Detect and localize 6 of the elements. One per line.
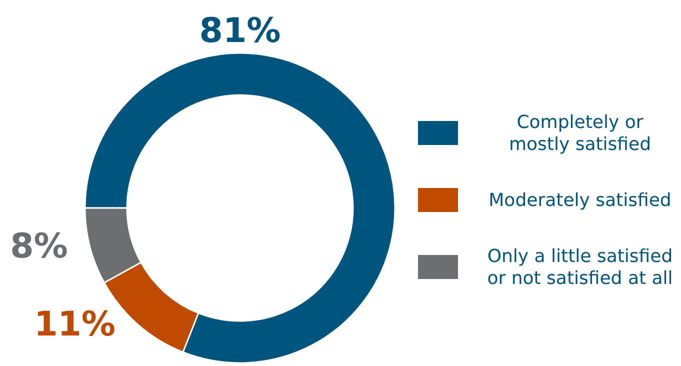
slice-label: Completely or mostly satisfied — [508, 112, 652, 154]
data-label: 11% — [34, 304, 116, 344]
legend-label: Moderately satisfied — [488, 190, 672, 210]
data-label: 81% — [199, 11, 281, 51]
legend-label: Only a little satisfied or not satisfied at all — [487, 246, 673, 288]
data-label: 8% — [10, 226, 68, 267]
